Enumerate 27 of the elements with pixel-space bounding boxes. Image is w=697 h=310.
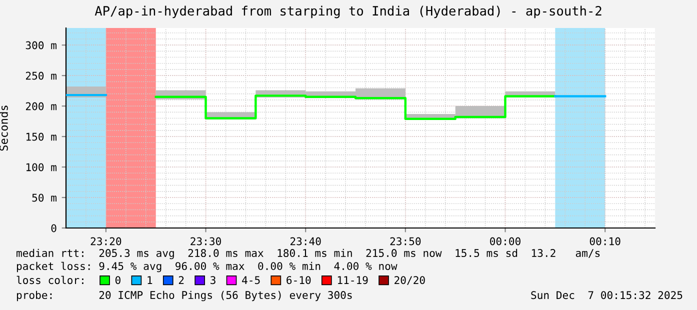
text: packet loss: 9.45 % avg 96.00 % max 0.00 % min 4.00 % now (16, 262, 398, 272)
y-tick-label: 200 m (26, 102, 56, 110)
y-tick-label: 150 m (26, 132, 56, 141)
legend-label: 3 (210, 276, 216, 284)
text: probe: 20 ICMP Echo Pings (56 Bytes) every 300s (16, 290, 352, 302)
legend-label: 1 (148, 276, 152, 284)
y-tick-label: 0 (51, 224, 56, 232)
legend-label: 0 (115, 276, 120, 284)
legend-label: 2 (178, 276, 184, 284)
legend-label: 20/20 (394, 276, 425, 285)
x-tick-label: 23:50 (390, 237, 421, 246)
legend-label: 6-10 (286, 276, 311, 284)
y-tick-label: 100 m (26, 163, 56, 172)
x-tick-label: 23:20 (90, 237, 122, 246)
x-tick-label: 00:00 (490, 237, 520, 246)
y-tick-label: 300 m (26, 41, 56, 50)
text: Sun Dec 7 00:15:32 2025 (531, 291, 682, 300)
x-tick-label: 00:10 (590, 237, 620, 246)
text: median rtt: 205.3 ms avg 218.0 ms max 180.1 ms min 215.0 ms now 15.5 ms sd 13.2 am/s (16, 248, 600, 260)
x-tick-label: 23:40 (290, 237, 321, 246)
y-tick-label: 50 m (32, 194, 56, 202)
legend-label: 4-5 (242, 276, 260, 284)
x-tick-label: 23:30 (190, 237, 221, 246)
chart-title: AP/ap-in-hyderabad from starping to India (Hyderabad) - ap-south-2 (94, 6, 602, 18)
legend-title: loss color: (16, 276, 84, 284)
legend-label: 11-19 (338, 276, 368, 284)
y-tick-label: 250 m (26, 72, 56, 80)
